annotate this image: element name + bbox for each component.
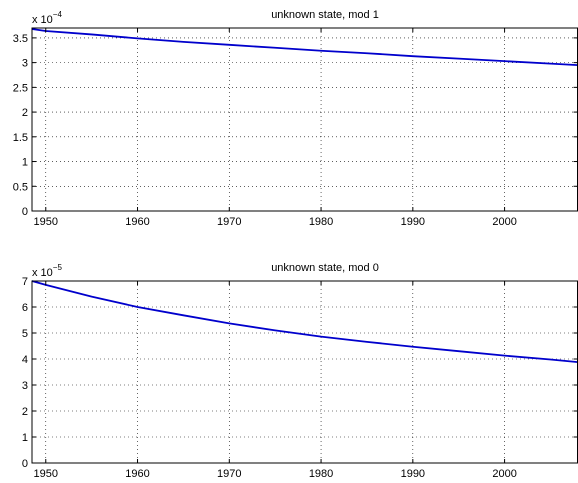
- x-tick-label: 1970: [217, 216, 241, 228]
- x-tick-label: 2000: [492, 216, 516, 228]
- y-tick-label: 5: [22, 328, 28, 340]
- y-tick-label: 4: [22, 354, 28, 366]
- y-tick-label: 1: [22, 432, 28, 444]
- plot-area: [32, 281, 578, 463]
- x-tick-label: 1980: [309, 216, 333, 228]
- y-tick-label: 3.5: [13, 33, 28, 45]
- x-tick-label: 1950: [34, 216, 58, 228]
- exponent-label: x 10−5: [32, 263, 62, 279]
- y-tick-label: 3: [22, 58, 28, 70]
- chart-title: unknown state, mod 1: [271, 9, 379, 21]
- chart-panel-2: 1950 1960 1970 1980 1990 2000 0 1 2 3 4 5 6 7 unknown …: [22, 262, 578, 480]
- x-tick-label: 1950: [34, 468, 58, 480]
- exponent-label: x 10−4: [32, 10, 62, 26]
- x-tick-label: 2000: [492, 468, 516, 480]
- y-tick-label: 2.5: [13, 82, 28, 94]
- series-line: [31, 280, 578, 364]
- x-tick-label: 1960: [125, 216, 149, 228]
- exponent-base: x 10: [32, 267, 53, 279]
- exponent-power: −5: [53, 263, 63, 272]
- plot-area: [32, 28, 578, 211]
- y-tick-label: 6: [22, 302, 28, 314]
- exponent-power: −4: [53, 10, 63, 19]
- y-tick-label: 7: [22, 276, 28, 288]
- x-tick-label: 1970: [217, 468, 241, 480]
- y-tick-label: 2: [22, 107, 28, 119]
- y-tick-label: 1: [22, 157, 28, 169]
- x-tick-label: 1980: [309, 468, 333, 480]
- y-tick-label: 3: [22, 380, 28, 392]
- x-tick-label: 1990: [401, 216, 425, 228]
- y-tick-label: 0: [22, 458, 28, 470]
- y-tick-label: 1.5: [13, 132, 28, 144]
- x-tick-label: 1960: [125, 468, 149, 480]
- chart-title: unknown state, mod 0: [271, 262, 379, 274]
- y-tick-label: 0.5: [13, 181, 28, 193]
- y-tick-label: 2: [22, 406, 28, 418]
- chart-panel-1: 1950 1960 1970 1980 1990 2000 0 0.5 1 1.5 2 2.5 3 3.5…: [13, 9, 578, 228]
- series-line: [31, 28, 578, 66]
- y-tick-label: 0: [22, 206, 28, 218]
- exponent-base: x 10: [32, 14, 53, 26]
- x-tick-label: 1990: [401, 468, 425, 480]
